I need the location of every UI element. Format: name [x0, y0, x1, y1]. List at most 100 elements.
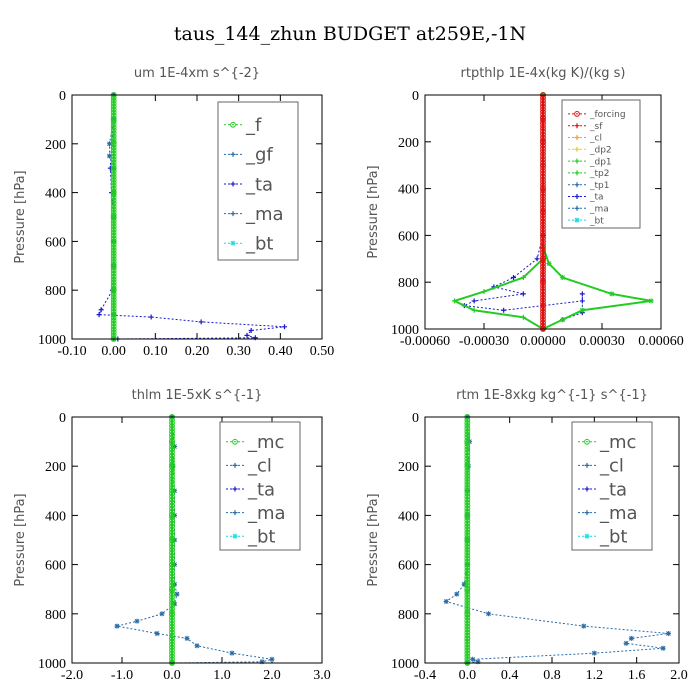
chart-panel-2: rtpthlp 1E-4x(kg K)/(kg s) Pressure [hPa]…	[366, 66, 684, 349]
data-point	[169, 541, 175, 547]
data-point	[169, 635, 175, 642]
data-point	[540, 106, 546, 112]
data-point	[169, 470, 175, 476]
data-point	[464, 582, 471, 589]
data-point	[540, 316, 546, 323]
data-point	[464, 576, 471, 583]
data-point	[110, 223, 117, 230]
data-point	[169, 529, 175, 536]
data-point	[110, 103, 117, 110]
data-point	[110, 147, 117, 154]
data-point	[464, 479, 471, 485]
data-point	[169, 514, 175, 521]
data-point	[464, 650, 471, 657]
data-point	[464, 505, 471, 512]
y-tick-label: 1000	[38, 657, 66, 672]
legend-marker	[574, 217, 580, 223]
data-point	[110, 329, 117, 336]
data-point	[540, 165, 546, 171]
data-point	[540, 122, 546, 129]
data-point	[581, 623, 587, 629]
data-point	[464, 638, 471, 645]
data-point	[110, 247, 117, 254]
data-point	[464, 567, 471, 574]
data-point	[110, 279, 117, 286]
data-point	[110, 174, 117, 180]
data-point	[110, 250, 117, 257]
legend-marker	[232, 510, 238, 516]
data-point	[540, 271, 546, 278]
y-tick-label: 400	[45, 187, 66, 202]
data-point	[464, 555, 471, 562]
panel-title: thlm 1E-5xK s^{-1}	[132, 388, 263, 403]
data-point	[540, 131, 546, 138]
data-point	[464, 632, 471, 639]
data-point	[540, 187, 546, 194]
data-point	[520, 314, 526, 320]
y-tick-label: 200	[45, 460, 66, 475]
data-point	[110, 264, 117, 271]
data-point	[511, 275, 516, 281]
data-point	[110, 288, 117, 295]
data-point	[110, 323, 117, 330]
legend-marker	[574, 205, 580, 211]
plot-frame	[71, 94, 323, 340]
data-point	[540, 176, 546, 183]
legend-marker	[574, 182, 580, 188]
data-point	[464, 428, 471, 435]
data-point	[110, 335, 117, 341]
data-point	[169, 552, 175, 559]
legend-label: _ma	[247, 503, 286, 524]
data-point	[110, 97, 117, 104]
data-point	[540, 125, 546, 132]
legend-box	[217, 101, 299, 261]
data-point	[110, 194, 117, 201]
data-point	[169, 594, 175, 600]
data-point	[110, 212, 117, 218]
legend-box	[561, 99, 641, 229]
data-point	[540, 243, 546, 250]
data-point	[464, 611, 471, 618]
data-point	[110, 276, 117, 283]
data-point	[464, 629, 471, 636]
legend-label: _forcing	[589, 110, 626, 120]
legend-marker	[584, 486, 590, 492]
chart-panel-1: um 1E-4xm s^{-2} Pressure [hPa] -0.10 0.00 0…	[13, 66, 334, 359]
data-point	[169, 611, 175, 618]
data-point	[464, 431, 471, 438]
data-point	[169, 526, 175, 533]
data-point	[464, 455, 471, 462]
data-point	[540, 153, 546, 160]
data-point	[540, 221, 546, 228]
series-line-ta	[98, 95, 285, 340]
data-point	[464, 517, 471, 524]
data-point	[540, 283, 546, 289]
legend-marker	[574, 123, 580, 129]
data-point	[648, 298, 654, 304]
legend: _forcing _sf _cl_dp2 _dp1 _tp2 _tp1 _ta_ma _bt	[561, 99, 641, 229]
data-point	[110, 229, 117, 236]
data-point	[259, 659, 265, 665]
data-point	[110, 106, 117, 113]
data-point	[540, 148, 546, 155]
x-tick-label: 0.8	[543, 668, 561, 683]
data-point	[169, 591, 175, 598]
data-point	[169, 446, 175, 453]
data-point	[169, 505, 175, 512]
data-point	[520, 275, 526, 281]
data-point	[110, 256, 117, 262]
data-point	[540, 288, 546, 295]
data-point	[464, 573, 471, 580]
data-point	[464, 437, 471, 444]
data-point	[464, 608, 471, 615]
data-point	[169, 641, 175, 648]
chart-panel-3: thlm 1E-5xK s^{-1} Pressure [hPa] -2.0 -1.0…	[13, 388, 331, 683]
data-point	[110, 150, 117, 157]
data-point	[169, 467, 175, 474]
data-point	[229, 650, 235, 656]
data-point	[540, 179, 546, 185]
legend-label: _gf	[245, 145, 273, 166]
data-point	[464, 552, 471, 559]
data-point	[154, 630, 160, 636]
data-point	[110, 100, 117, 107]
